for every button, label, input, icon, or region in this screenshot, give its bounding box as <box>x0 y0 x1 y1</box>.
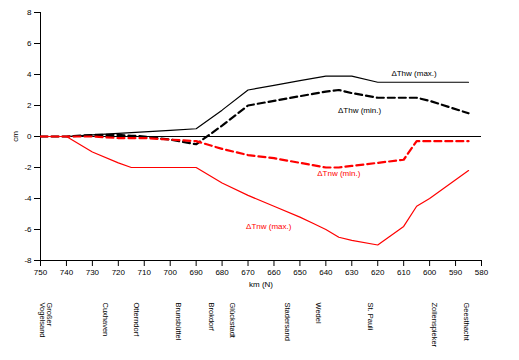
svg-text:ΔTnw (max.): ΔTnw (max.) <box>246 222 292 231</box>
svg-text:ΔThw (min.): ΔThw (min.) <box>338 106 381 115</box>
svg-text:710: 710 <box>138 268 152 277</box>
svg-text:590: 590 <box>449 268 463 277</box>
svg-text:km (N): km (N) <box>249 280 273 289</box>
svg-text:8: 8 <box>27 8 32 17</box>
svg-text:Stadersand: Stadersand <box>283 303 292 341</box>
svg-text:Otterndorf: Otterndorf <box>132 303 141 338</box>
svg-text:650: 650 <box>293 268 307 277</box>
svg-text:-2: -2 <box>24 163 32 172</box>
svg-text:-4: -4 <box>24 194 32 203</box>
svg-text:ΔThw (max.): ΔThw (max.) <box>391 69 437 78</box>
svg-text:0: 0 <box>27 132 32 141</box>
svg-text:ΔTnw (min.): ΔTnw (min.) <box>317 169 360 178</box>
svg-text:620: 620 <box>371 268 385 277</box>
svg-text:Brokdorf: Brokdorf <box>207 303 216 332</box>
svg-text:Brunsbüttel: Brunsbüttel <box>174 303 183 341</box>
svg-text:-6: -6 <box>24 225 32 234</box>
svg-text:St. Pauli: St. Pauli <box>366 303 375 331</box>
svg-text:Cuxhaven: Cuxhaven <box>101 303 110 337</box>
svg-text:GroßerVogelsand: GroßerVogelsand <box>38 303 55 338</box>
svg-text:-8: -8 <box>24 256 32 265</box>
svg-text:cm: cm <box>11 131 20 142</box>
svg-text:600: 600 <box>423 268 437 277</box>
svg-text:730: 730 <box>86 268 100 277</box>
svg-text:630: 630 <box>345 268 359 277</box>
svg-text:Wedel: Wedel <box>314 303 323 324</box>
svg-text:680: 680 <box>215 268 229 277</box>
svg-text:670: 670 <box>241 268 255 277</box>
svg-text:580: 580 <box>475 268 489 277</box>
svg-text:660: 660 <box>267 268 281 277</box>
svg-text:Glückstadt: Glückstadt <box>228 303 237 339</box>
svg-text:750: 750 <box>34 268 48 277</box>
svg-text:4: 4 <box>27 70 32 79</box>
svg-text:700: 700 <box>164 268 178 277</box>
svg-text:Zollenspieker: Zollenspieker <box>430 303 439 348</box>
svg-text:720: 720 <box>112 268 126 277</box>
svg-text:640: 640 <box>319 268 333 277</box>
svg-text:2: 2 <box>27 101 32 110</box>
svg-text:740: 740 <box>60 268 74 277</box>
svg-text:6: 6 <box>27 39 32 48</box>
svg-text:Geesthacht: Geesthacht <box>462 303 471 342</box>
svg-text:610: 610 <box>397 268 411 277</box>
svg-text:690: 690 <box>189 268 203 277</box>
